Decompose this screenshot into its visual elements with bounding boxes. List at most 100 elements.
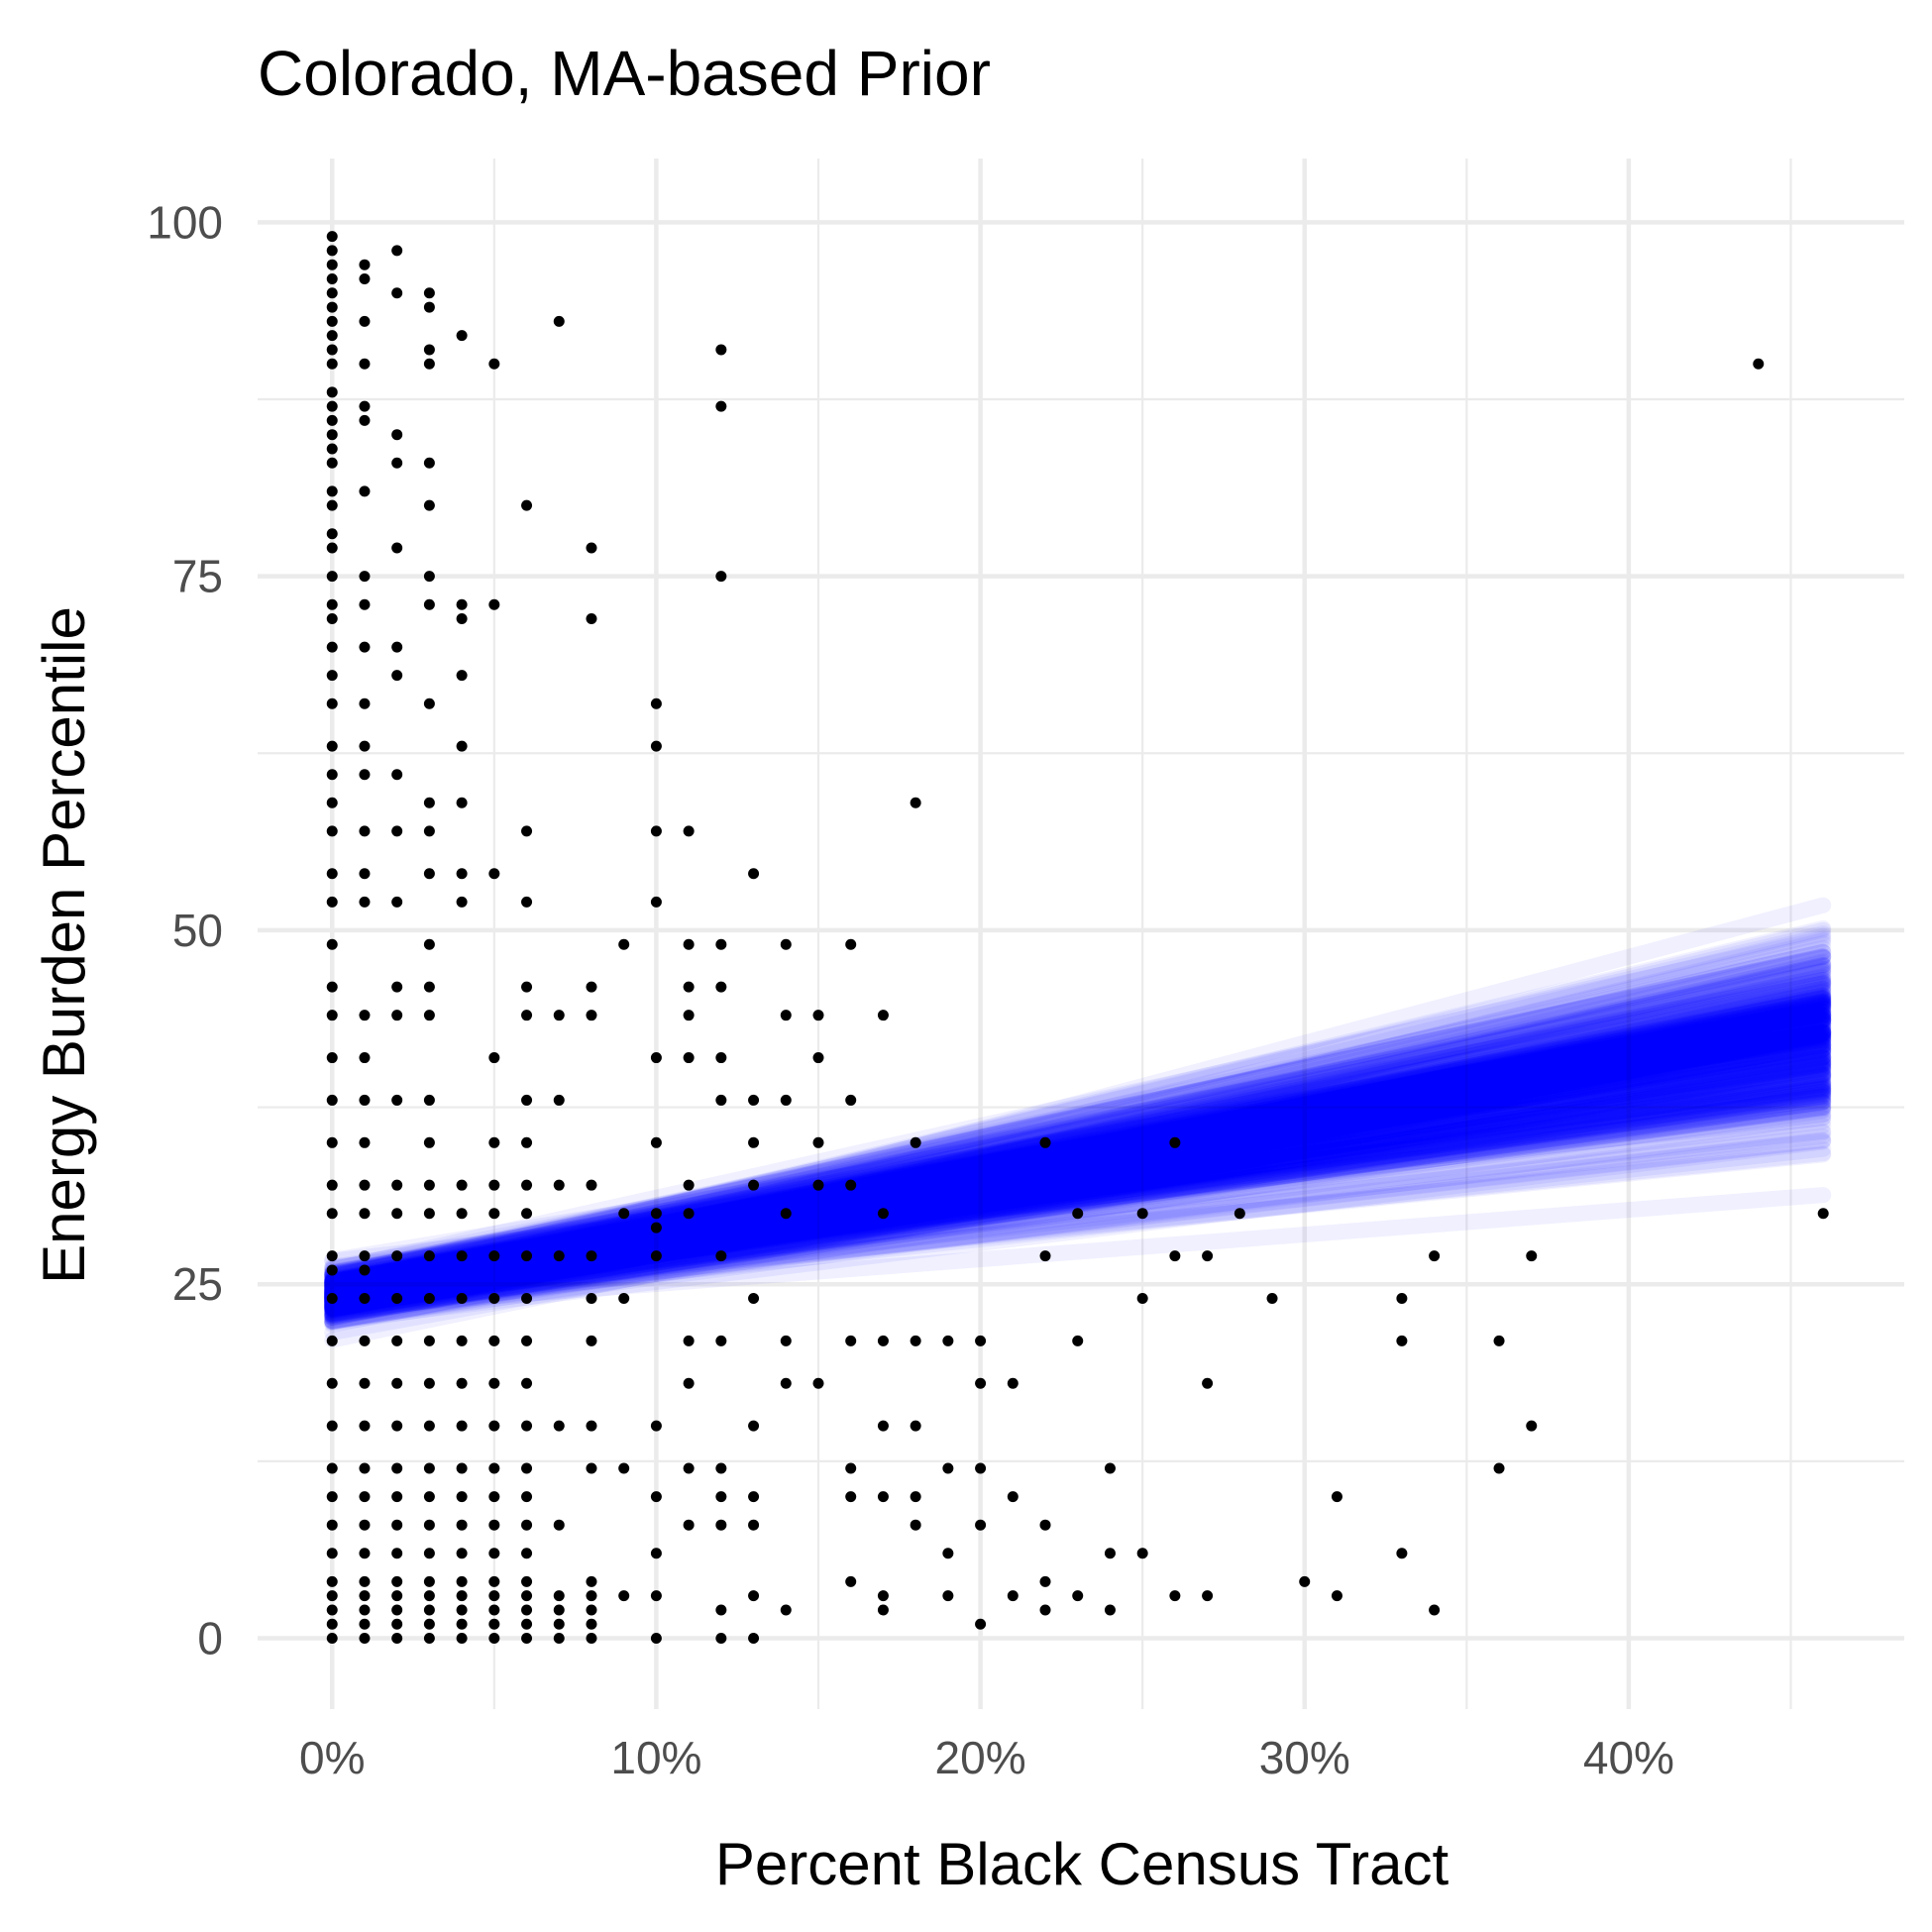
data-point xyxy=(326,1179,338,1191)
regression-line xyxy=(324,1083,1832,1310)
regression-line xyxy=(324,968,1832,1307)
regression-line xyxy=(324,1015,1832,1310)
regression-line xyxy=(324,963,1832,1306)
data-point xyxy=(423,1208,435,1220)
data-point xyxy=(748,1293,760,1305)
regression-line xyxy=(324,1020,1832,1280)
x-tick-label: 20% xyxy=(935,1732,1026,1783)
regression-line xyxy=(324,963,1832,1310)
regression-line xyxy=(324,1019,1832,1292)
regression-line xyxy=(324,1066,1832,1312)
data-point xyxy=(748,868,760,880)
data-point xyxy=(456,1590,468,1602)
data-point xyxy=(391,1491,403,1503)
regression-line xyxy=(324,1061,1832,1315)
regression-line xyxy=(324,1080,1832,1298)
regression-line xyxy=(324,1013,1832,1303)
data-point xyxy=(1234,1208,1245,1220)
regression-line xyxy=(324,1042,1832,1315)
regression-line xyxy=(324,1030,1832,1304)
regression-line xyxy=(324,1026,1832,1302)
regression-line xyxy=(324,1013,1832,1308)
regression-line xyxy=(324,1024,1832,1303)
regression-line xyxy=(324,1083,1832,1324)
data-point xyxy=(423,1250,435,1262)
data-point xyxy=(586,1618,597,1630)
regression-line xyxy=(324,987,1832,1290)
regression-line xyxy=(324,1083,1832,1324)
x-axis-title: Percent Black Census Tract xyxy=(715,1831,1449,1897)
regression-line xyxy=(324,975,1832,1301)
regression-line xyxy=(324,1031,1832,1302)
data-point xyxy=(521,981,533,993)
regression-line xyxy=(324,1097,1832,1295)
data-point xyxy=(586,542,597,554)
data-point xyxy=(391,1575,403,1587)
data-point xyxy=(326,315,338,327)
regression-line xyxy=(324,997,1832,1295)
regression-line xyxy=(324,1058,1832,1326)
data-point xyxy=(1136,1208,1148,1220)
data-point xyxy=(326,1590,338,1602)
regression-line xyxy=(324,1026,1832,1277)
data-point xyxy=(845,1462,857,1474)
data-point xyxy=(1396,1548,1408,1559)
data-point xyxy=(391,429,403,441)
regression-line xyxy=(324,987,1832,1301)
data-point xyxy=(391,1094,403,1106)
regression-line xyxy=(324,990,1832,1303)
regression-line xyxy=(324,1003,1832,1327)
regression-line xyxy=(324,995,1832,1296)
data-point xyxy=(650,740,662,752)
regression-line xyxy=(324,994,1832,1311)
data-point xyxy=(877,1590,889,1602)
data-point xyxy=(456,1420,468,1432)
regression-line xyxy=(324,978,1832,1304)
regression-line xyxy=(324,1000,1832,1313)
data-point xyxy=(456,612,468,624)
regression-line xyxy=(324,1061,1832,1313)
regression-line xyxy=(324,1066,1832,1325)
data-point xyxy=(391,1548,403,1559)
data-point xyxy=(359,1548,371,1559)
regression-line xyxy=(324,1054,1832,1306)
data-point xyxy=(359,868,371,880)
regression-line xyxy=(324,1009,1832,1303)
data-point xyxy=(423,1491,435,1503)
regression-line xyxy=(324,1016,1832,1302)
data-point xyxy=(1429,1250,1441,1262)
data-point xyxy=(845,1179,857,1191)
data-point xyxy=(423,499,435,511)
regression-line xyxy=(324,1021,1832,1300)
data-point xyxy=(326,457,338,469)
regression-line xyxy=(324,1083,1832,1298)
regression-line xyxy=(324,1091,1832,1302)
data-point xyxy=(359,1420,371,1432)
data-point xyxy=(456,797,468,808)
regression-line xyxy=(324,1013,1832,1299)
regression-line xyxy=(324,990,1832,1319)
regression-line xyxy=(324,1033,1832,1294)
data-point xyxy=(521,1377,533,1389)
data-point xyxy=(456,598,468,610)
regression-line xyxy=(324,1056,1832,1341)
regression-line xyxy=(324,1045,1832,1291)
regression-line xyxy=(324,1014,1832,1313)
regression-line xyxy=(324,1107,1832,1293)
regression-line xyxy=(324,1081,1832,1303)
regression-line xyxy=(324,1086,1832,1308)
regression-line xyxy=(324,1036,1832,1322)
data-point xyxy=(391,287,403,299)
data-point xyxy=(326,981,338,993)
regression-line xyxy=(324,1042,1832,1304)
regression-line xyxy=(324,1085,1832,1316)
data-point xyxy=(845,938,857,950)
data-point xyxy=(326,499,338,511)
regression-line xyxy=(324,974,1832,1311)
data-point xyxy=(326,896,338,908)
data-point xyxy=(326,1420,338,1432)
regression-line xyxy=(324,1057,1832,1309)
data-point xyxy=(488,1575,500,1587)
regression-line xyxy=(324,996,1832,1300)
data-point xyxy=(521,1590,533,1602)
